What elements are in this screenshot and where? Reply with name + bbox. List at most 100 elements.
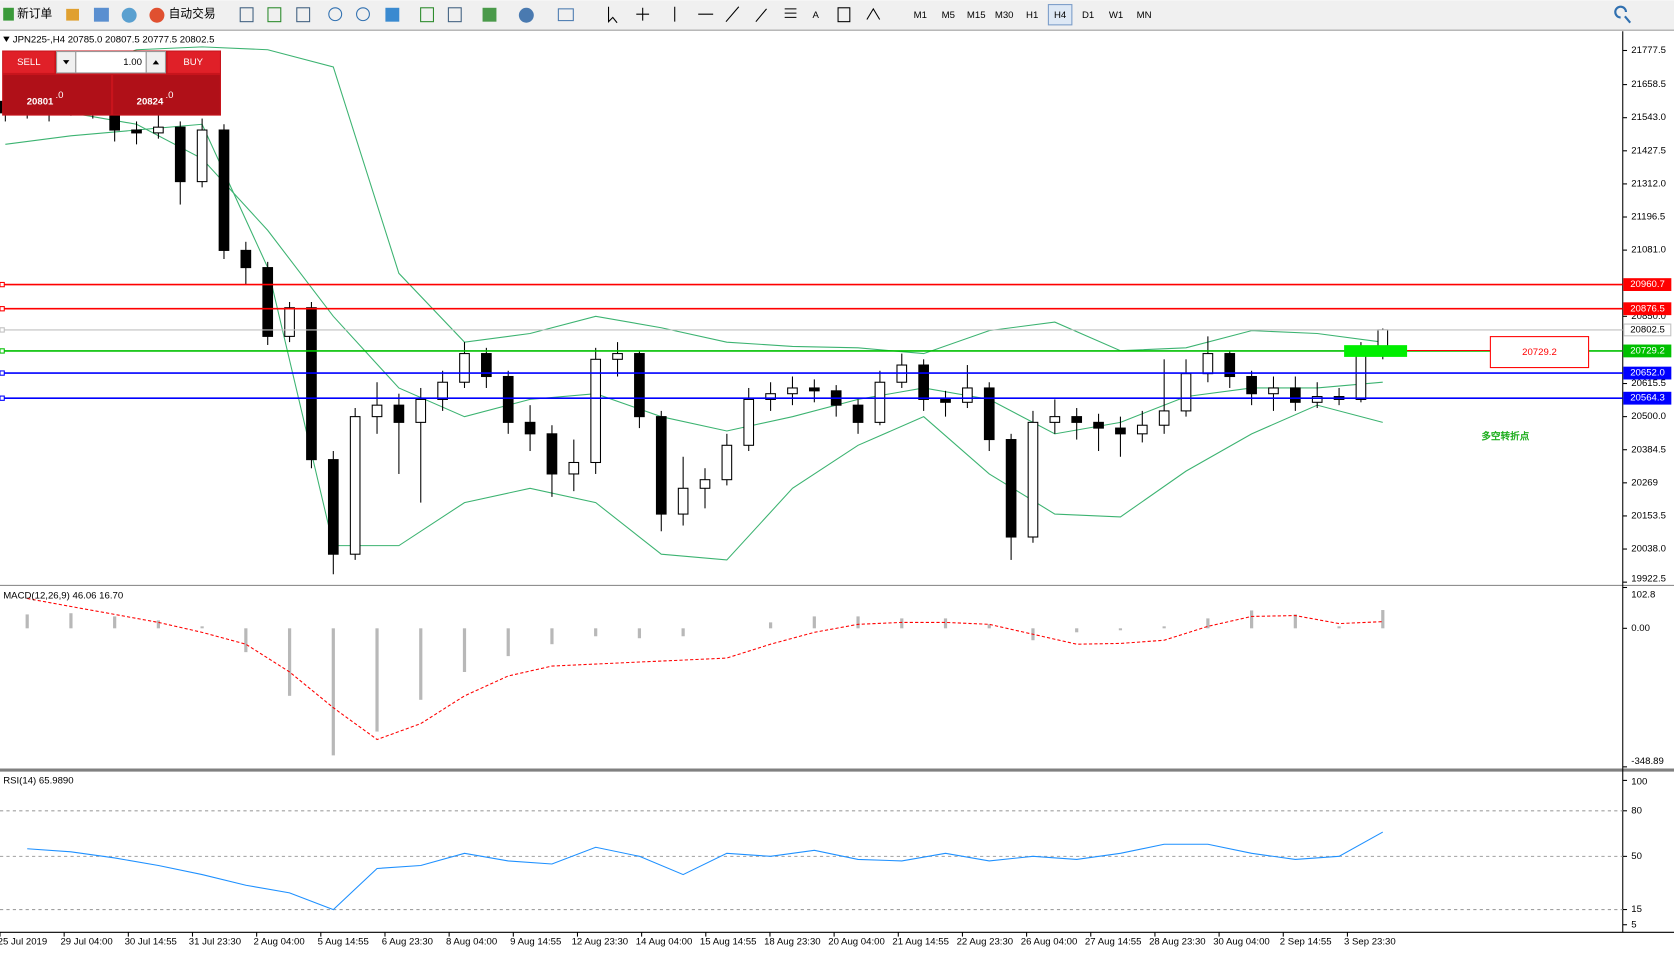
x-tick-label: 9 Aug 14:55 [510, 936, 561, 947]
ask-box[interactable] [113, 75, 220, 115]
candle-body [371, 404, 383, 418]
candle-body [634, 353, 645, 418]
trade-panel: SELL 1.00 BUY 20801 .0 20824 .0 [2, 50, 221, 116]
candle-body [1158, 410, 1170, 426]
tool-icon[interactable] [239, 7, 254, 23]
crosshair-icon[interactable] [636, 7, 650, 21]
active-timeframe [1047, 4, 1073, 26]
indicator-icon[interactable] [482, 7, 497, 22]
tool-icon[interactable] [296, 7, 311, 23]
y-tick-label: 21427.5 [1631, 145, 1666, 156]
timeframe-button[interactable]: M1 [914, 10, 927, 21]
candle-body [131, 129, 142, 134]
toolbar-icon[interactable] [66, 8, 80, 21]
timeframe-button[interactable]: W1 [1109, 10, 1123, 21]
x-tick-label: 20 Aug 04:00 [828, 936, 885, 947]
level-label-bg [1623, 302, 1672, 316]
bid-box[interactable] [3, 75, 112, 115]
macd-bar [419, 628, 423, 700]
auto-trading-button[interactable]: 自动交易 [169, 6, 216, 20]
bid-price: 20801 [27, 96, 54, 107]
tool-icon[interactable] [447, 7, 462, 23]
macd-bar [506, 628, 510, 657]
x-tick-label: 12 Aug 23:30 [572, 936, 629, 947]
annotation-box [1489, 336, 1590, 369]
annotation-note: 多空转折点 [1481, 430, 1529, 442]
y-tick-label: -348.89 [1631, 756, 1664, 767]
macd-bar [550, 628, 554, 645]
candle-body [393, 404, 405, 423]
y-tick-label: 5 [1631, 919, 1636, 930]
candle-body [1115, 427, 1126, 435]
tool-icon[interactable] [267, 7, 282, 23]
bid-price-fraction: .0 [56, 90, 64, 101]
macd-signal [27, 597, 1383, 741]
x-tick-label: 30 Jul 14:55 [125, 936, 177, 947]
candle-body [1246, 375, 1257, 395]
macd-bar [331, 628, 335, 756]
tool-icon[interactable] [420, 7, 434, 23]
arrow-tool[interactable] [866, 7, 881, 20]
x-tick-label: 2 Aug 04:00 [253, 936, 304, 947]
x-tick-label: 18 Aug 23:30 [764, 936, 821, 947]
y-tick-label: 20269 [1631, 477, 1658, 488]
sell-button[interactable] [3, 51, 55, 73]
level-handle [0, 281, 5, 288]
buy-button[interactable] [167, 51, 220, 73]
x-tick-label: 2 Sep 14:55 [1280, 936, 1332, 947]
level-label: 20960.7 [1630, 279, 1665, 290]
candle-body [1027, 421, 1039, 538]
timeframe-button[interactable]: M30 [995, 10, 1014, 21]
x-tick-label: 28 Aug 23:30 [1149, 936, 1206, 947]
tool-icon[interactable] [385, 7, 400, 22]
x-tick-label: 15 Aug 14:55 [700, 936, 757, 947]
timeframe-button[interactable]: H4 [1054, 10, 1067, 21]
x-tick-label: 27 Aug 14:55 [1085, 936, 1142, 947]
x-tick-label: 5 Aug 14:55 [318, 936, 369, 947]
text-tool[interactable]: A [812, 10, 819, 21]
y-tick-label: 20038.0 [1631, 544, 1666, 555]
template-icon[interactable] [557, 8, 574, 22]
candle-body [1136, 424, 1148, 435]
macd-bar [1293, 614, 1297, 629]
candle-body [546, 433, 558, 475]
timeframe-button[interactable]: H1 [1026, 10, 1038, 21]
candle-body [240, 249, 252, 269]
auto-trading-icon [149, 7, 165, 23]
fibo-icon[interactable] [784, 8, 797, 18]
line-tools[interactable] [674, 6, 767, 23]
timeframe-button[interactable]: MN [1137, 10, 1152, 21]
cursor-icon[interactable] [607, 6, 618, 24]
timeframe-button[interactable]: M15 [967, 10, 986, 21]
timeframe-button[interactable]: M5 [942, 10, 955, 21]
candle-body [437, 381, 448, 400]
candle-body [787, 387, 798, 395]
macd-bar [856, 616, 860, 629]
level-handle [0, 348, 5, 354]
new-order-button[interactable]: 新订单 [17, 6, 52, 20]
timeframe-button[interactable]: D1 [1082, 10, 1094, 21]
y-tick-label: 21543.0 [1631, 112, 1666, 123]
label-tool[interactable] [837, 7, 851, 23]
zoom-out-icon[interactable] [356, 7, 370, 22]
toolbar-icon[interactable] [93, 7, 109, 22]
candle-body [568, 461, 580, 475]
y-tick-label: 102.8 [1631, 590, 1655, 601]
level-handle [0, 395, 5, 401]
zone-marker [1344, 345, 1408, 357]
candle-body [1180, 373, 1192, 412]
y-tick-label: 100 [1631, 776, 1647, 787]
x-tick-label: 30 Aug 04:00 [1213, 936, 1270, 947]
candle-body [153, 126, 164, 134]
zoom-in-icon[interactable] [328, 7, 343, 22]
toolbar-icon[interactable] [121, 7, 137, 23]
period-icon[interactable] [518, 7, 534, 23]
bollinger-band [5, 123, 1383, 561]
candle-body [262, 267, 274, 337]
candle-body [481, 353, 492, 378]
candle-body [524, 421, 536, 435]
candle-body [940, 398, 951, 403]
search-icon[interactable] [1614, 5, 1632, 24]
macd-bar [681, 628, 685, 637]
y-tick-label: 20153.5 [1631, 510, 1666, 521]
